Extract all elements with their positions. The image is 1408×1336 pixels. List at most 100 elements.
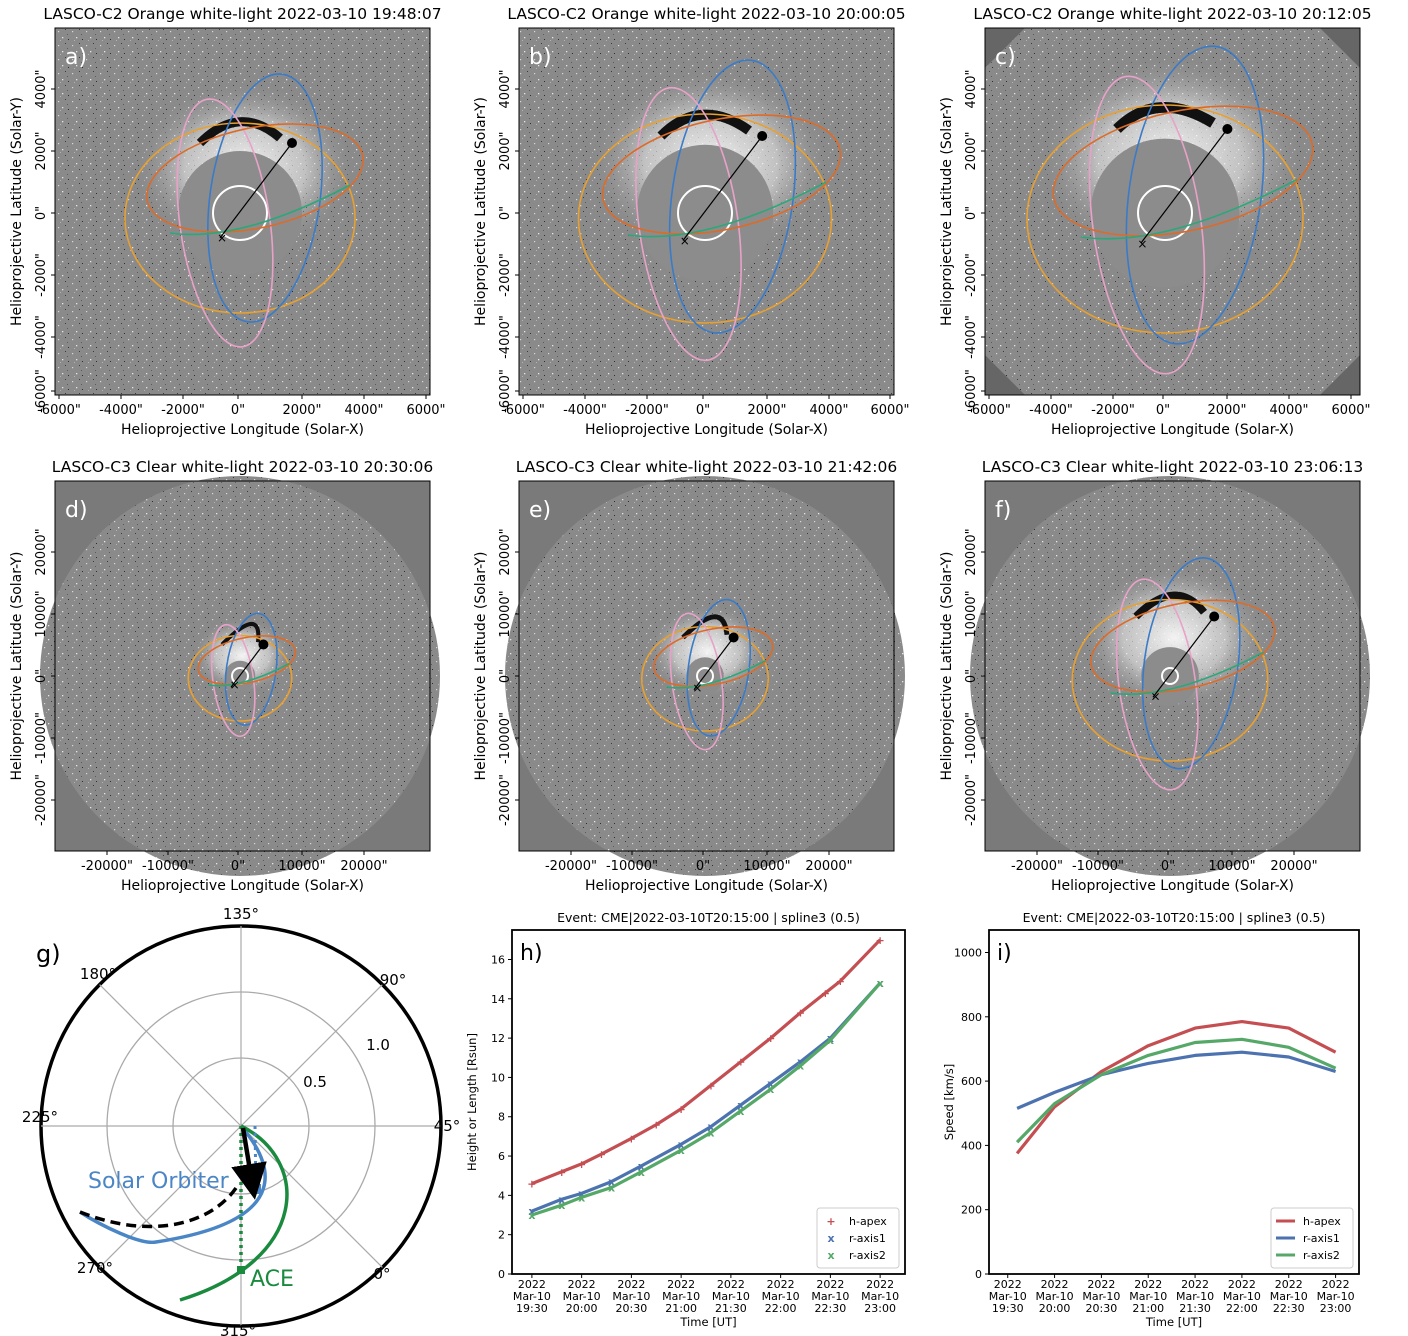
x-tick-label: 0" [696,403,710,418]
y-tick-label: 400 [961,1139,982,1152]
apex-point [258,639,269,650]
series-line-r-axis2 [531,982,882,1217]
y-axis-label: Helioprojective Latitude (Solar-Y) [473,97,489,326]
ace-label: ACE [250,1267,294,1292]
data-point-h-apex: + [836,975,845,988]
apex-line [230,644,264,688]
data-point-h-apex: + [627,1132,636,1145]
x-tick-label-date: Mar-10 [1129,1290,1167,1303]
x-tick-label: 23:00 [864,1302,896,1315]
x-tick-label: -6000" [967,403,1011,418]
polar-plot: g) 135° 90° 45° 0° 315° 270° 225° 180° 1.0 0.5 Sola… [22,905,460,1336]
panel-title: LASCO-C2 Orange white-light 2022-03-10 1… [43,5,441,23]
legend-label: r-axis1 [1303,1232,1340,1245]
y-axis-label: Helioprojective Latitude (Solar-Y) [939,551,955,780]
x-tick-label-date: Mar-10 [1317,1290,1355,1303]
x-tick-label: -10000" [606,859,658,874]
data-point-h-apex: + [597,1148,606,1161]
x-tick-label: -4000" [99,403,143,418]
y-tick-label: 4 [498,1189,505,1202]
y-tick-label: -20000" [34,774,49,826]
y-tick-label: -4000" [964,315,979,359]
y-tick-label: -20000" [498,774,513,826]
polar-angle-label: 90° [380,971,407,989]
data-point-r-axis2: x [558,1199,565,1212]
model-outline-green [1110,651,1264,696]
data-point-h-apex: + [876,934,885,947]
x-tick-label: 22:00 [1226,1302,1258,1315]
model-outline-dark-orange [652,626,774,688]
apex-line [693,637,735,691]
sun-limb-circle [677,185,733,241]
y-tick-label: 800 [961,1011,982,1024]
data-point-r-axis2: x [767,1083,774,1096]
panel-b: LASCO-C2 Orange white-light 2022-03-10 2… [473,5,910,438]
x-tick-label: 0" [1161,859,1175,874]
x-tick-label-year: 2022 [1322,1278,1350,1291]
x-tick-label-year: 2022 [518,1278,546,1291]
apex-point [757,131,768,141]
series-line-r-axis1 [1016,1050,1337,1110]
y-tick-label: 10 [491,1071,505,1084]
y-tick-label: 2000" [498,131,513,170]
model-outline-pink [176,98,274,348]
x-tick-label: -6000" [37,403,81,418]
y-tick-label: 200 [961,1204,982,1217]
x-tick-label-date: Mar-10 [662,1290,700,1303]
data-point-r-axis1: x [797,1056,804,1069]
apex-line [682,135,763,241]
data-point-h-apex: + [557,1166,566,1179]
y-tick-label: 2000" [964,131,979,170]
legend-label: r-axis1 [849,1232,886,1245]
legend-marker: x [827,1249,834,1262]
x-tick-label: -10000" [142,859,194,874]
x-tick-label: 0" [231,403,245,418]
data-point-r-axis2: x [528,1209,535,1222]
sun-limb-circle [1161,667,1179,685]
y-tick-label: 2000" [34,131,49,170]
y-tick-label: 10000" [964,590,979,637]
apex-point [287,138,297,148]
x-tick-label: 20000" [340,859,387,874]
x-axis-label: Helioprojective Longitude (Solar-X) [121,422,364,438]
data-point-h-apex: + [652,1119,661,1132]
model-outline-blue [207,73,323,323]
y-tick-label: 0" [498,669,513,683]
y-tick-label: 0 [975,1268,982,1281]
model-outline-blue [668,59,797,334]
x-tick-label-year: 2022 [994,1278,1022,1291]
x-tick-label: -2000" [625,403,669,418]
polar-grid-spoke [99,1125,242,1268]
panel-title: LASCO-C3 Clear white-light 2022-03-10 21… [516,458,897,476]
footpoint-marker: × [230,678,240,692]
data-point-r-axis1: x [608,1176,615,1189]
x-tick-label: 6000" [1331,403,1370,418]
panel-letter: c) [995,45,1016,70]
footpoint-marker: × [1137,237,1147,251]
x-tick-label-date: Mar-10 [861,1290,899,1303]
y-tick-label: 12 [491,1032,505,1045]
x-tick-label: 23:00 [1320,1302,1352,1315]
x-tick-label: 0" [231,859,245,874]
x-tick-label-date: Mar-10 [1223,1290,1261,1303]
polar-angle-label: 180° [80,965,116,983]
x-tick-label: 4000" [344,403,383,418]
apex-line [1152,616,1215,698]
x-tick-label-date: Mar-10 [513,1290,551,1303]
cme-propagation-dashed [79,1186,238,1229]
x-tick-label: 20:00 [1039,1302,1071,1315]
legend-label: h-apex [1303,1215,1341,1228]
model-outline-blue [224,612,278,726]
x-tick-label-year: 2022 [1228,1278,1256,1291]
model-outline-dark-orange [197,635,297,686]
x-tick-label: 22:30 [1273,1302,1305,1315]
y-tick-label: 600 [961,1075,982,1088]
panel-a: LASCO-C2 Orange white-light 2022-03-10 1… [9,5,446,438]
occulter-disk [1141,647,1199,705]
x-tick-label-year: 2022 [1087,1278,1115,1291]
data-point-r-axis2: x [707,1126,714,1139]
cme-dark-front [196,117,283,147]
legend: h-apex r-axis1 r-axis2 [1270,1207,1354,1269]
x-axis-label: Time [UT] [1145,1315,1202,1329]
x-tick-label-date: Mar-10 [811,1290,849,1303]
